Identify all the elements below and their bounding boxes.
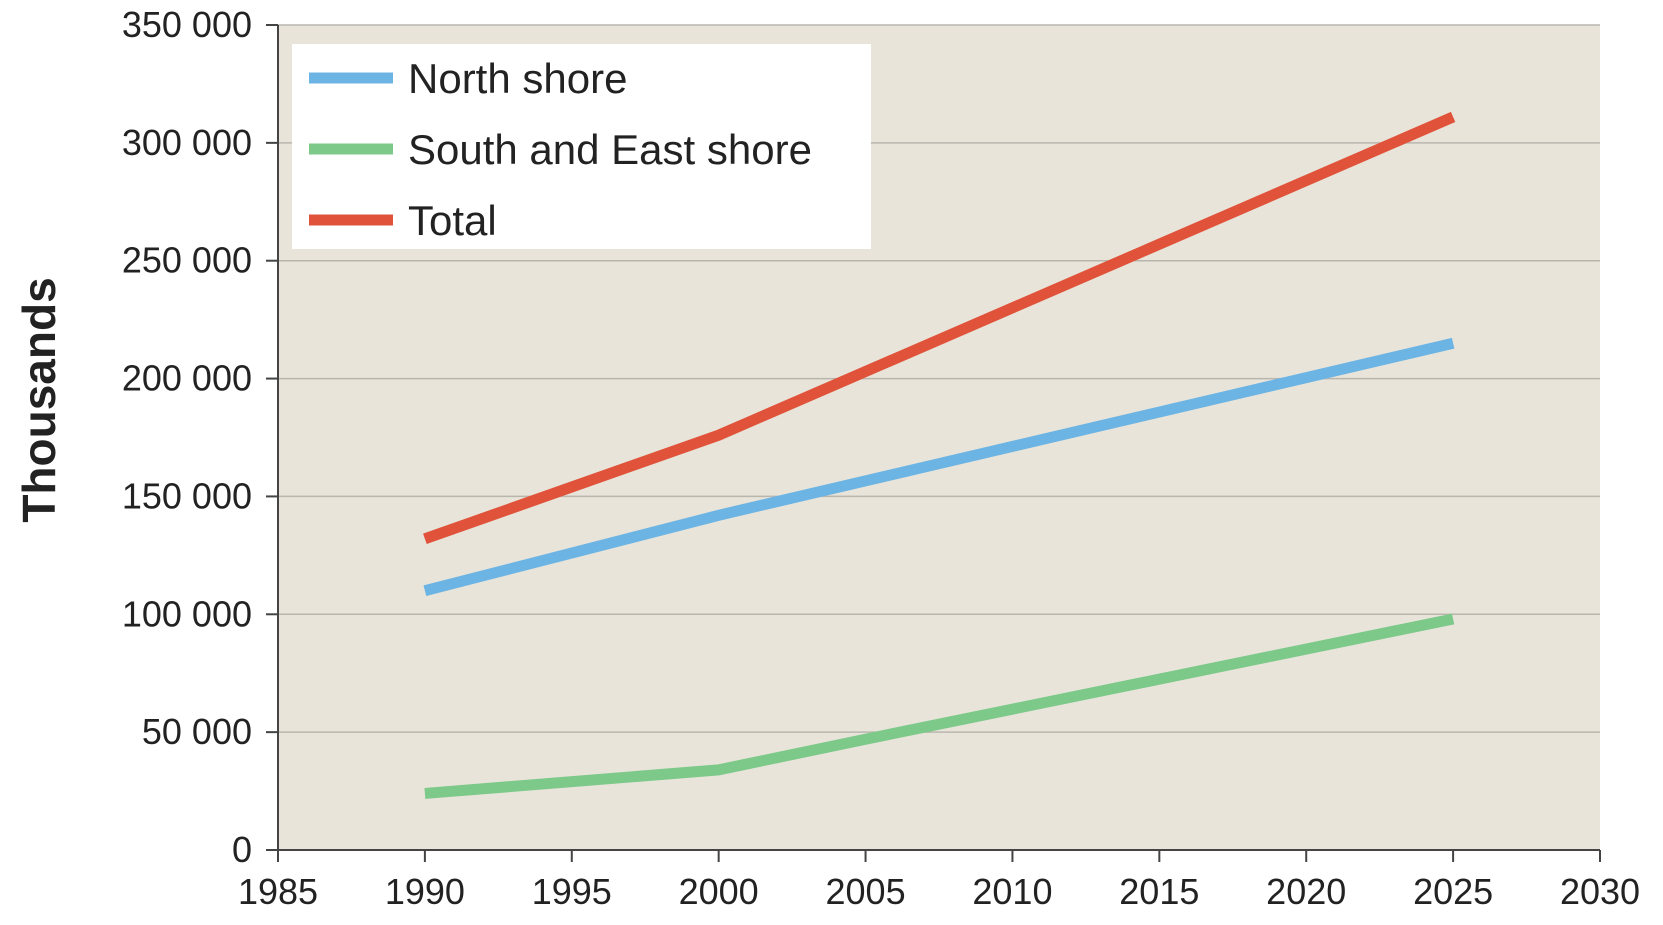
legend: North shore South and East shore Total [292,44,871,249]
y-tick-label: 350 000 [122,4,252,45]
x-tick-label: 1985 [238,871,318,912]
x-tick-label: 1990 [385,871,465,912]
x-tick-label: 2015 [1119,871,1199,912]
legend-label-total: Total [408,197,497,244]
x-tick-label: 2020 [1266,871,1346,912]
x-tick-label: 2025 [1413,871,1493,912]
y-axis-ticks: 0 50 000 100 000 150 000 200 000 250 000 300 0… [122,4,278,870]
y-tick-label: 100 000 [122,593,252,634]
x-tick-label: 2030 [1560,871,1640,912]
y-tick-label: 0 [232,829,252,870]
x-tick-label: 2000 [679,871,759,912]
axes [277,25,1600,851]
y-tick-label: 300 000 [122,122,252,163]
series-line-total [423,111,1456,545]
series-line-north-shore [423,337,1455,597]
legend-label-north-shore: North shore [408,55,627,102]
y-tick-label: 250 000 [122,240,252,281]
y-tick-label: 200 000 [122,358,252,399]
series-lines [423,111,1456,799]
x-tick-label: 1995 [532,871,612,912]
legend-label-south-and-east-shore: South and East shore [408,126,812,173]
y-tick-label: 50 000 [142,711,252,752]
x-tick-label: 2010 [972,871,1052,912]
y-tick-label: 150 000 [122,475,252,516]
series-line-south-and-east-shore [424,613,1455,799]
y-axis-label: Thousands [13,277,65,522]
x-axis-ticks: 1985 1990 1995 2000 2005 2010 2015 2020 2025 2030 [238,850,1640,912]
x-tick-label: 2005 [826,871,906,912]
